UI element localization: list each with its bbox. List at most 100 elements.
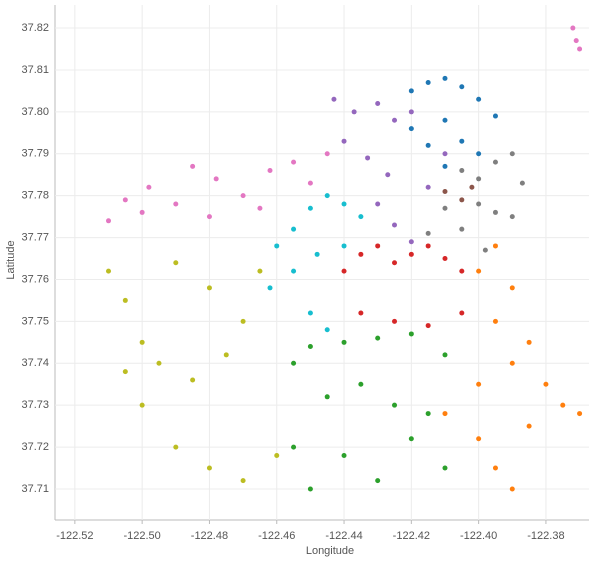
point — [476, 381, 482, 387]
point — [442, 465, 448, 471]
point — [492, 243, 498, 249]
point — [341, 243, 347, 249]
point — [291, 360, 297, 366]
point — [425, 142, 431, 148]
point — [307, 344, 313, 350]
y-tick-label: 37.75 — [21, 315, 49, 327]
point — [519, 180, 525, 186]
point — [408, 436, 414, 442]
point — [476, 268, 482, 274]
point — [324, 151, 330, 157]
point — [573, 38, 579, 44]
point — [122, 197, 128, 203]
point — [375, 243, 381, 249]
point — [577, 411, 583, 417]
point — [526, 423, 532, 429]
point — [240, 318, 246, 324]
point — [358, 381, 364, 387]
point — [358, 310, 364, 316]
point — [442, 163, 448, 169]
point — [324, 327, 330, 333]
point — [492, 465, 498, 471]
point — [213, 176, 219, 182]
point — [442, 411, 448, 417]
point — [375, 335, 381, 341]
point — [324, 394, 330, 400]
point — [459, 138, 465, 144]
point — [173, 201, 179, 207]
point — [442, 205, 448, 211]
point — [570, 25, 576, 31]
point — [341, 452, 347, 458]
point — [459, 84, 465, 90]
point — [341, 339, 347, 345]
point — [425, 230, 431, 236]
point — [442, 117, 448, 123]
point — [408, 88, 414, 94]
point — [425, 323, 431, 329]
y-tick-label: 37.72 — [21, 441, 49, 453]
point — [331, 96, 337, 102]
point — [442, 188, 448, 194]
point — [425, 80, 431, 86]
point — [560, 402, 566, 408]
point — [492, 159, 498, 165]
point — [509, 214, 515, 220]
point — [291, 444, 297, 450]
point — [190, 377, 196, 383]
y-tick-label: 37.73 — [21, 399, 49, 411]
point — [476, 201, 482, 207]
point — [173, 444, 179, 450]
point — [469, 184, 475, 190]
point — [408, 331, 414, 337]
x-tick-label: -122.44 — [325, 530, 362, 542]
point — [146, 184, 152, 190]
point — [139, 339, 145, 345]
point — [190, 163, 196, 169]
point — [365, 155, 371, 161]
point — [307, 310, 313, 316]
point — [476, 176, 482, 182]
point — [509, 360, 515, 366]
point — [392, 117, 398, 123]
y-tick-label: 37.81 — [21, 64, 49, 76]
point — [476, 96, 482, 102]
point — [425, 243, 431, 249]
point — [358, 251, 364, 257]
point — [358, 214, 364, 220]
point — [526, 339, 532, 345]
point — [307, 180, 313, 186]
point — [291, 226, 297, 232]
point — [509, 285, 515, 291]
point — [459, 268, 465, 274]
point — [314, 251, 320, 257]
y-tick-label: 37.78 — [21, 190, 49, 202]
point — [324, 193, 330, 199]
point — [392, 222, 398, 228]
point — [442, 75, 448, 81]
y-tick-label: 37.76 — [21, 273, 49, 285]
point — [223, 352, 229, 358]
point — [577, 46, 583, 52]
point — [459, 168, 465, 174]
point — [240, 193, 246, 199]
x-axis-title: Longitude — [306, 545, 354, 557]
point — [459, 197, 465, 203]
point — [341, 138, 347, 144]
point — [509, 486, 515, 492]
point — [206, 465, 212, 471]
point — [156, 360, 162, 366]
point — [459, 310, 465, 316]
point — [375, 201, 381, 207]
point — [375, 100, 381, 106]
point — [442, 151, 448, 157]
x-tick-label: -122.50 — [123, 530, 160, 542]
x-tick-label: -122.38 — [527, 530, 564, 542]
point — [257, 205, 263, 211]
point — [442, 256, 448, 262]
point — [122, 297, 128, 303]
point — [392, 402, 398, 408]
point — [385, 172, 391, 178]
y-tick-label: 37.80 — [21, 106, 49, 118]
